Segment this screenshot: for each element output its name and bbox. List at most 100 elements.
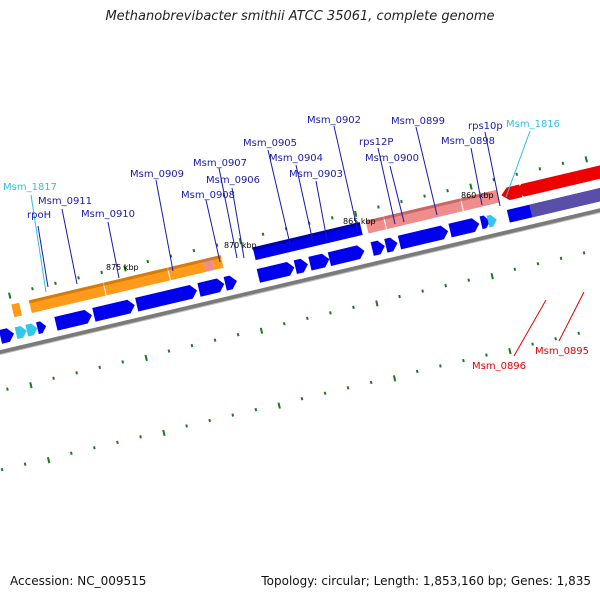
gene-feature[interactable] [365,191,490,224]
scale-tick [192,248,196,253]
gene-feature[interactable] [36,320,48,334]
gene-label[interactable]: Msm_0908 [181,190,235,201]
gene-label[interactable]: Msm_0907 [193,158,247,169]
scale-tick [190,343,194,348]
scale-tick [0,467,4,472]
scale-tick [54,281,57,285]
gene-feature[interactable] [103,267,170,296]
scale-tick [167,349,171,353]
gene-label[interactable]: Msm_0902 [307,115,361,126]
gene-feature[interactable] [252,222,361,251]
scale-tick [513,267,517,271]
scale-tick [584,156,588,163]
gene-label[interactable]: rps12P [359,137,393,148]
gene-feature[interactable] [370,239,387,256]
gene-feature[interactable] [327,244,366,266]
scale-tick [231,413,235,417]
scale-tick [439,364,442,368]
scale-tick [144,354,148,362]
gene-label[interactable]: Msm_0898 [441,136,495,147]
leader-line [205,199,221,263]
scale-tick [577,331,581,335]
scale-tick [490,272,494,280]
gene-label[interactable]: Msm_1817 [3,182,57,193]
gene-labels: Msm_1817 rpoH Msm_0911 Msm_0910 Msm_0909… [3,115,589,372]
gene-feature[interactable] [308,252,331,271]
scale-tick [582,251,586,255]
scale-tick [98,365,102,370]
scale-tick [93,446,96,450]
leader-line [107,221,120,279]
gene-label[interactable]: Msm_0905 [243,138,297,149]
scale-tick [23,462,27,466]
leader-line [513,299,547,357]
gene-feature[interactable] [397,224,450,250]
scale-tick [306,316,309,321]
gene-label[interactable]: Msm_0896 [472,361,526,372]
scale-tick [538,167,542,171]
scale-tick [492,177,496,182]
gene-feature[interactable] [514,156,600,198]
scale-tick [139,435,142,439]
gene-feature[interactable] [0,327,16,344]
scale-tick [46,456,51,464]
gene-label[interactable]: rps10p [468,121,503,132]
kbp-label: 870 kbp [224,241,257,250]
gene-feature[interactable] [529,177,600,218]
gene-label[interactable]: Msm_0910 [81,209,135,220]
leader-line [389,165,405,223]
gene-feature[interactable] [293,257,310,275]
feature-tracks-lower [0,361,1,387]
gene-feature[interactable] [167,259,207,281]
gene-feature[interactable] [54,308,93,331]
leader-line [333,125,359,233]
gene-label[interactable]: Msm_0903 [289,169,343,180]
scale-tick [31,287,34,291]
scale-tick [330,216,334,220]
scale-tick [238,237,243,245]
gene-feature[interactable] [0,361,1,387]
gene-feature[interactable] [14,325,28,340]
gene-label[interactable]: Msm_0900 [365,153,419,164]
scale-tick [8,292,12,299]
scale-tick [508,347,512,355]
scale-tick [377,205,380,209]
gene-feature[interactable] [92,298,136,322]
gene-feature[interactable] [28,255,222,304]
gene-feature[interactable] [500,184,523,201]
gene-feature[interactable] [28,282,106,314]
leader-line [315,180,328,241]
leader-line [558,291,585,342]
gene-feature[interactable] [479,214,492,230]
gene-label[interactable]: Msm_1816 [506,119,560,130]
gene-feature[interactable] [486,214,499,228]
gene-label[interactable]: Msm_0899 [391,116,445,127]
gene-feature[interactable] [11,302,23,318]
gene-feature[interactable] [384,236,399,253]
scale-tick [421,289,424,293]
leader-line [267,149,291,245]
gene-label[interactable]: Msm_0895 [535,346,589,357]
scale-tick [29,382,33,389]
scale-tick [559,256,563,261]
gene-feature[interactable] [223,274,239,291]
map-title: Methanobrevibacter smithii ATCC 35061, c… [105,9,495,24]
gene-feature[interactable] [252,222,363,261]
gene-feature[interactable] [448,217,480,238]
gene-feature[interactable] [25,322,38,337]
gene-feature[interactable] [197,277,226,297]
gene-label[interactable]: rpoH [27,210,51,221]
gene-label[interactable]: Msm_0911 [38,196,92,207]
scale-tick [121,360,125,364]
gene-feature[interactable] [256,261,296,283]
gene-feature[interactable] [135,284,199,312]
gene-label[interactable]: Msm_0904 [269,153,323,164]
scale-tick [467,278,471,282]
scale-tick [146,259,150,264]
scale-tick [277,402,281,409]
gene-label[interactable]: Msm_0906 [206,175,260,186]
scale-tick [375,300,379,307]
scale-tick [77,276,80,280]
gene-label[interactable]: Msm_0909 [130,169,184,180]
